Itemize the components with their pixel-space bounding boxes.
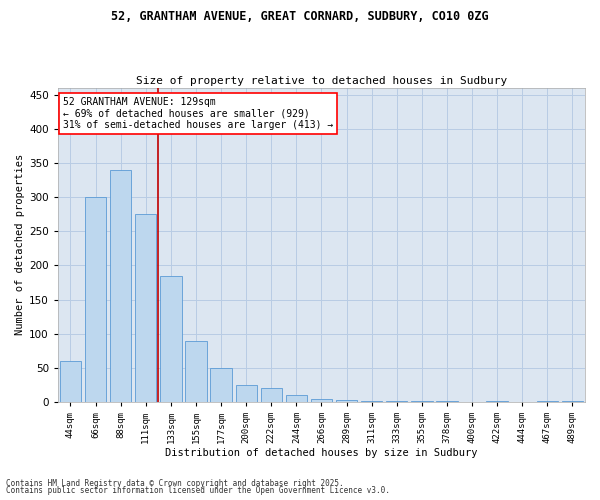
Text: 52 GRANTHAM AVENUE: 129sqm
← 69% of detached houses are smaller (929)
31% of sem: 52 GRANTHAM AVENUE: 129sqm ← 69% of deta… — [63, 97, 334, 130]
Y-axis label: Number of detached properties: Number of detached properties — [15, 154, 25, 336]
Bar — [110, 170, 131, 402]
Bar — [60, 361, 81, 402]
Text: 52, GRANTHAM AVENUE, GREAT CORNARD, SUDBURY, CO10 0ZG: 52, GRANTHAM AVENUE, GREAT CORNARD, SUDB… — [111, 10, 489, 23]
Bar — [211, 368, 232, 402]
Bar — [85, 197, 106, 402]
Bar — [236, 385, 257, 402]
Bar — [135, 214, 157, 402]
Bar — [311, 398, 332, 402]
Text: Contains HM Land Registry data © Crown copyright and database right 2025.: Contains HM Land Registry data © Crown c… — [6, 478, 344, 488]
Bar — [286, 395, 307, 402]
Title: Size of property relative to detached houses in Sudbury: Size of property relative to detached ho… — [136, 76, 507, 86]
X-axis label: Distribution of detached houses by size in Sudbury: Distribution of detached houses by size … — [165, 448, 478, 458]
Bar — [160, 276, 182, 402]
Text: Contains public sector information licensed under the Open Government Licence v3: Contains public sector information licen… — [6, 486, 390, 495]
Bar — [361, 400, 382, 402]
Bar — [185, 340, 206, 402]
Bar — [260, 388, 282, 402]
Bar — [336, 400, 357, 402]
